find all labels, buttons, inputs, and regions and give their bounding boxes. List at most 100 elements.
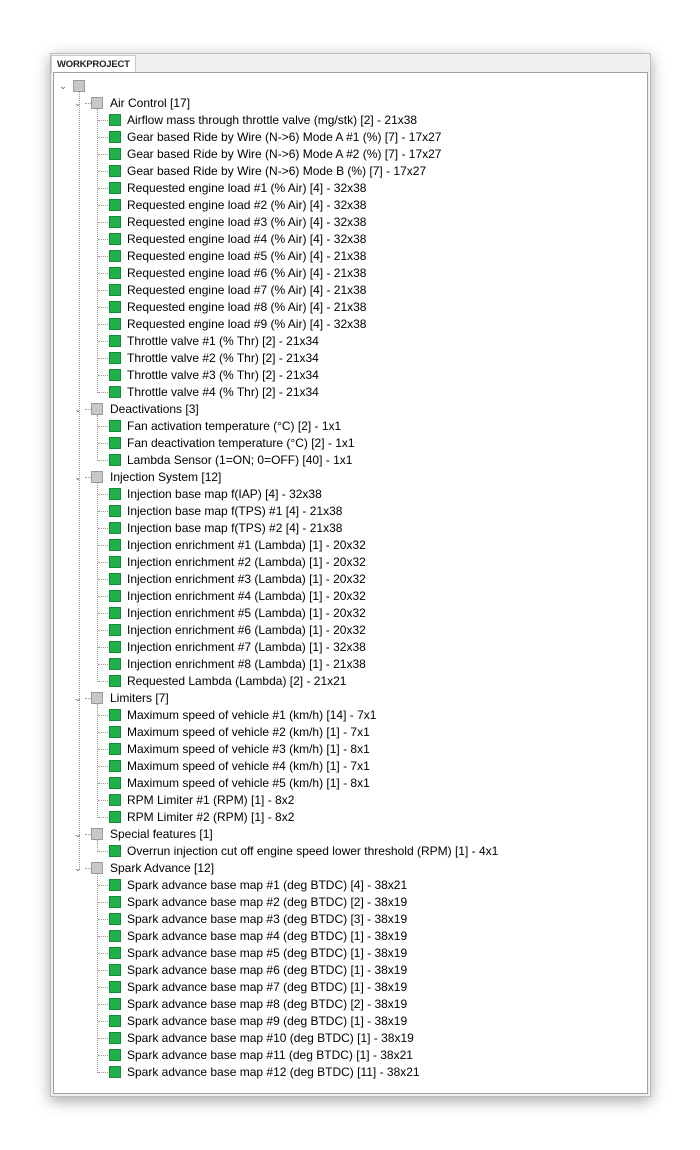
map-item[interactable]: Spark advance base map #5 (deg BTDC) [1]… xyxy=(127,946,408,960)
chevron-down-icon[interactable]: ⌄ xyxy=(74,404,82,414)
map-item[interactable]: Injection enrichment #8 (Lambda) [1] - 2… xyxy=(127,657,366,671)
map-item[interactable]: Spark advance base map #7 (deg BTDC) [1]… xyxy=(127,980,408,994)
map-item[interactable]: Injection base map f(IAP) [4] - 32x38 xyxy=(127,487,322,501)
map-item[interactable]: Maximum speed of vehicle #1 (km/h) [14] … xyxy=(127,708,377,722)
chevron-down-icon[interactable]: ⌄ xyxy=(74,863,82,873)
map-item[interactable]: Spark advance base map #8 (deg BTDC) [2]… xyxy=(127,997,408,1011)
tree-connector xyxy=(98,443,108,444)
project-tree[interactable]: ⌄ ⌄ Air Control [17] Airflow mass through t… xyxy=(53,72,648,1094)
map-item[interactable]: Maximum speed of vehicle #4 (km/h) [1] -… xyxy=(127,759,370,773)
map-icon xyxy=(109,335,121,347)
tab-workproject[interactable]: WORKPROJECT xyxy=(51,55,136,73)
map-item[interactable]: Overrun injection cut off engine speed l… xyxy=(127,844,499,858)
chevron-down-icon[interactable]: ⌄ xyxy=(74,693,82,703)
tree-connector xyxy=(85,409,91,410)
group-label[interactable]: Injection System [12] xyxy=(110,470,222,484)
map-item[interactable]: Fan activation temperature (°C) [2] - 1x… xyxy=(127,419,342,433)
tree-connector xyxy=(98,579,108,580)
tree-connector xyxy=(98,783,108,784)
map-item[interactable]: Requested engine load #4 (% Air) [4] - 3… xyxy=(127,232,367,246)
tree-connector xyxy=(98,630,108,631)
tree-connector xyxy=(98,205,108,206)
group-label[interactable]: Special features [1] xyxy=(110,827,213,841)
map-item[interactable]: Spark advance base map #3 (deg BTDC) [3]… xyxy=(127,912,408,926)
chevron-down-icon[interactable]: ⌄ xyxy=(74,98,82,108)
map-icon xyxy=(109,777,121,789)
map-icon xyxy=(109,522,121,534)
map-item[interactable]: RPM Limiter #1 (RPM) [1] - 8x2 xyxy=(127,793,295,807)
map-item[interactable]: Gear based Ride by Wire (N->6) Mode A #2… xyxy=(127,147,442,161)
map-item[interactable]: Throttle valve #4 (% Thr) [2] - 21x34 xyxy=(127,385,319,399)
map-item[interactable]: Spark advance base map #12 (deg BTDC) [1… xyxy=(127,1065,420,1079)
tree-connector xyxy=(98,528,108,529)
map-item[interactable]: Spark advance base map #6 (deg BTDC) [1]… xyxy=(127,963,408,977)
map-icon xyxy=(109,182,121,194)
map-icon xyxy=(109,131,121,143)
map-item[interactable]: Maximum speed of vehicle #3 (km/h) [1] -… xyxy=(127,742,370,756)
group-folder-icon xyxy=(91,692,103,704)
tree-connector xyxy=(85,477,91,478)
map-item[interactable]: Spark advance base map #2 (deg BTDC) [2]… xyxy=(127,895,408,909)
map-item[interactable]: Injection enrichment #5 (Lambda) [1] - 2… xyxy=(127,606,366,620)
map-item[interactable]: Lambda Sensor (1=ON; 0=OFF) [40] - 1x1 xyxy=(127,453,353,467)
map-item[interactable]: Requested engine load #7 (% Air) [4] - 2… xyxy=(127,283,367,297)
map-item[interactable]: Maximum speed of vehicle #2 (km/h) [1] -… xyxy=(127,725,370,739)
map-item[interactable]: RPM Limiter #2 (RPM) [1] - 8x2 xyxy=(127,810,295,824)
tree-root[interactable] xyxy=(54,78,647,95)
map-item[interactable]: Injection enrichment #3 (Lambda) [1] - 2… xyxy=(127,572,366,586)
map-item[interactable]: Injection enrichment #7 (Lambda) [1] - 3… xyxy=(127,640,366,654)
map-item[interactable]: Spark advance base map #1 (deg BTDC) [4]… xyxy=(127,878,408,892)
map-item[interactable]: Maximum speed of vehicle #5 (km/h) [1] -… xyxy=(127,776,370,790)
map-item[interactable]: Spark advance base map #10 (deg BTDC) [1… xyxy=(127,1031,414,1045)
tree-connector xyxy=(98,902,108,903)
map-item[interactable]: Spark advance base map #9 (deg BTDC) [1]… xyxy=(127,1014,408,1028)
map-icon xyxy=(109,165,121,177)
map-item[interactable]: Throttle valve #1 (% Thr) [2] - 21x34 xyxy=(127,334,319,348)
map-item[interactable]: Requested engine load #2 (% Air) [4] - 3… xyxy=(127,198,367,212)
map-item[interactable]: Requested engine load #8 (% Air) [4] - 2… xyxy=(127,300,367,314)
map-item[interactable]: Fan deactivation temperature (°C) [2] - … xyxy=(127,436,355,450)
map-item[interactable]: Injection enrichment #2 (Lambda) [1] - 2… xyxy=(127,555,366,569)
map-item[interactable]: Requested engine load #1 (% Air) [4] - 3… xyxy=(127,181,367,195)
tree-connector xyxy=(97,840,98,852)
group-label[interactable]: Air Control [17] xyxy=(110,96,191,110)
chevron-down-icon[interactable]: ⌄ xyxy=(74,472,82,482)
tree-connector xyxy=(98,919,108,920)
map-item[interactable]: Injection base map f(TPS) #1 [4] - 21x38 xyxy=(127,504,343,518)
map-icon xyxy=(109,998,121,1010)
tree-connector xyxy=(98,613,108,614)
map-item[interactable]: Requested engine load #5 (% Air) [4] - 2… xyxy=(127,249,367,263)
map-icon xyxy=(109,437,121,449)
map-item[interactable]: Requested engine load #3 (% Air) [4] - 3… xyxy=(127,215,367,229)
map-item[interactable]: Injection enrichment #4 (Lambda) [1] - 2… xyxy=(127,589,366,603)
map-icon xyxy=(109,845,121,857)
map-item[interactable]: Airflow mass through throttle valve (mg/… xyxy=(127,113,418,127)
map-item[interactable]: Spark advance base map #4 (deg BTDC) [1]… xyxy=(127,929,408,943)
map-item[interactable]: Throttle valve #3 (% Thr) [2] - 21x34 xyxy=(127,368,319,382)
map-item[interactable]: Requested engine load #9 (% Air) [4] - 3… xyxy=(127,317,367,331)
map-item[interactable]: Injection base map f(TPS) #2 [4] - 21x38 xyxy=(127,521,343,535)
map-item[interactable]: Requested engine load #6 (% Air) [4] - 2… xyxy=(127,266,367,280)
map-icon xyxy=(109,981,121,993)
map-icon xyxy=(109,488,121,500)
map-item[interactable]: Injection enrichment #6 (Lambda) [1] - 2… xyxy=(127,623,366,637)
chevron-down-icon[interactable]: ⌄ xyxy=(74,829,82,839)
map-item[interactable]: Injection enrichment #1 (Lambda) [1] - 2… xyxy=(127,538,366,552)
map-item[interactable]: Spark advance base map #11 (deg BTDC) [1… xyxy=(127,1048,413,1062)
tree-connector xyxy=(98,715,108,716)
tree-connector xyxy=(98,885,108,886)
map-icon xyxy=(109,794,121,806)
map-icon xyxy=(109,1032,121,1044)
group-label[interactable]: Spark Advance [12] xyxy=(110,861,215,875)
chevron-down-icon[interactable]: ⌄ xyxy=(59,81,67,91)
map-icon xyxy=(109,675,121,687)
tree-connector xyxy=(98,375,108,376)
group-label[interactable]: Limiters [7] xyxy=(110,691,169,705)
group-label[interactable]: Deactivations [3] xyxy=(110,402,199,416)
map-item[interactable]: Gear based Ride by Wire (N->6) Mode A #1… xyxy=(127,130,442,144)
map-item[interactable]: Requested Lambda (Lambda) [2] - 21x21 xyxy=(127,674,347,688)
map-icon xyxy=(109,607,121,619)
map-item[interactable]: Gear based Ride by Wire (N->6) Mode B (%… xyxy=(127,164,427,178)
map-item[interactable]: Throttle valve #2 (% Thr) [2] - 21x34 xyxy=(127,351,319,365)
tree-connector xyxy=(85,103,91,104)
